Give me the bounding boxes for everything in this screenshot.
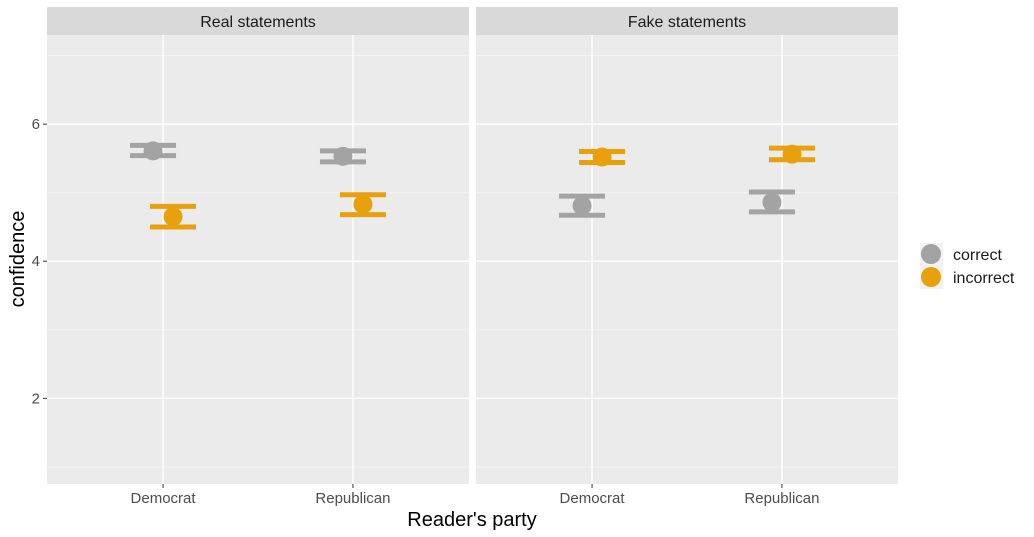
legend-key-icon (921, 267, 941, 287)
panel-background (476, 35, 898, 484)
x-tick-label: Republican (315, 490, 390, 507)
y-tick-label: 4 (32, 253, 40, 270)
y-tick-label: 6 (32, 116, 40, 133)
y-axis-title: confidence (7, 211, 29, 308)
legend-key-icon (921, 244, 941, 264)
facet-strip (47, 7, 469, 35)
data-point (782, 144, 802, 164)
panel-background (47, 35, 469, 484)
facet-panels: Real statements Fake statements (47, 7, 898, 484)
facet-strip-label: Real statements (200, 14, 316, 31)
data-point (333, 146, 353, 166)
legend: correct incorrect (920, 243, 1015, 289)
y-tick-label: 2 (32, 390, 40, 407)
x-tick-label: Republican (744, 490, 819, 507)
facet-panel: Real statements (47, 7, 469, 484)
x-axis: Democrat Republican Democrat Republican (131, 484, 819, 507)
facet-panel: Fake statements (476, 7, 898, 484)
legend-label: correct (953, 247, 1002, 264)
data-point (143, 141, 163, 161)
data-point (163, 207, 183, 227)
legend-item: incorrect (920, 266, 1015, 289)
x-tick-label: Democrat (131, 490, 197, 507)
data-point (572, 196, 592, 216)
facet-strip (476, 7, 898, 35)
x-tick-label: Democrat (560, 490, 626, 507)
legend-item: correct (920, 243, 1002, 266)
y-axis: 2 4 6 (32, 116, 47, 407)
data-point (762, 192, 782, 212)
facet-strip-label: Fake statements (628, 14, 746, 31)
data-point (353, 194, 373, 214)
legend-label: incorrect (953, 270, 1015, 287)
data-point (592, 147, 612, 167)
x-axis-title: Reader's party (407, 509, 536, 531)
